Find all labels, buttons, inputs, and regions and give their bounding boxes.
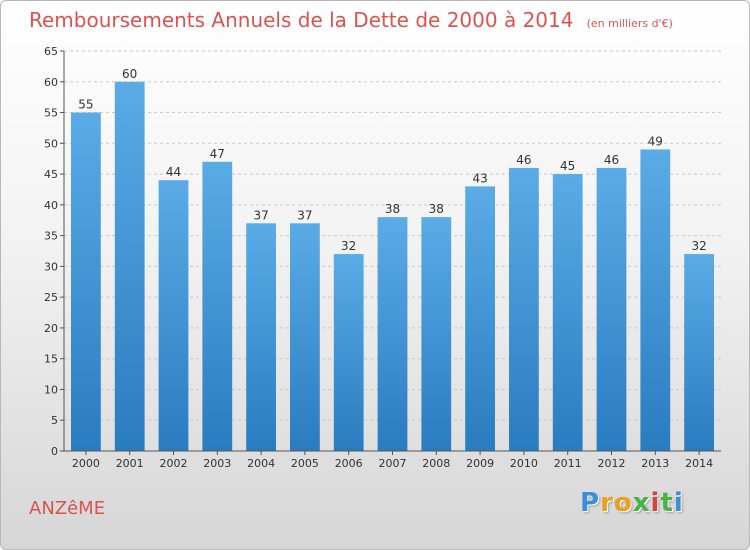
y-tick-label: 45 (44, 168, 58, 181)
x-tick-label: 2009 (466, 457, 494, 470)
bar-2013 (640, 149, 671, 451)
logo-letter: x (632, 488, 651, 518)
y-tick-label: 25 (44, 291, 58, 304)
data-label: 47 (210, 147, 225, 161)
bar-2010 (509, 167, 539, 451)
data-label: 45 (560, 159, 575, 173)
data-label: 55 (78, 98, 93, 112)
x-tick-label: 2010 (510, 457, 538, 470)
logo-letter: r (600, 488, 614, 518)
bar-2005 (290, 223, 320, 451)
commune-name: ANZêME (29, 498, 106, 519)
labels-layer: 55 60 44 47 37 37 32 38 38 43 46 45 46 49 32 (78, 67, 706, 253)
logo-letter: i (673, 488, 684, 518)
data-label: 32 (691, 239, 706, 253)
y-tick-label: 35 (44, 230, 58, 243)
chart-subtitle: (en milliers d'€) (586, 17, 673, 30)
x-tick-label: 2013 (641, 457, 669, 470)
bar-2008 (421, 217, 452, 451)
data-label: 37 (297, 208, 312, 222)
bar-2007 (377, 217, 408, 451)
y-tick-label: 10 (44, 383, 58, 396)
y-tick-label: 0 (51, 445, 58, 458)
x-tick-label: 2005 (291, 457, 319, 470)
bar-2011 (552, 174, 583, 452)
logo-letter: o (613, 488, 633, 518)
proxiti-logo[interactable]: Proxiti (580, 488, 684, 518)
bar-2000 (71, 112, 101, 452)
y-tick-label: 20 (44, 322, 58, 335)
data-label: 46 (604, 153, 619, 167)
x-tick-label: 2004 (247, 457, 275, 470)
bar-2009 (465, 186, 495, 451)
x-tick-label: 2007 (379, 457, 407, 470)
x-tick-label: 2000 (72, 457, 100, 470)
axis-layer: 0 5 10 15 20 25 30 35 40 45 50 55 60 65 2000 2001 2002 20… (44, 45, 721, 470)
x-tick-label: 2012 (598, 457, 626, 470)
y-tick-label: 50 (44, 137, 58, 150)
x-tick-label: 2002 (160, 457, 188, 470)
data-label: 38 (385, 202, 400, 216)
data-label: 46 (516, 153, 531, 167)
data-label: 43 (472, 171, 487, 185)
bar-2001 (114, 81, 145, 452)
data-label: 38 (429, 202, 444, 216)
x-tick-label: 2011 (554, 457, 582, 470)
logo-letter: t (660, 488, 674, 518)
bar-2012 (596, 167, 627, 451)
y-tick-label: 15 (44, 353, 58, 366)
bar-2002 (158, 180, 189, 451)
data-label: 32 (341, 239, 356, 253)
bar-2004 (246, 223, 276, 451)
chart-title: Remboursements Annuels de la Dette de 20… (29, 8, 574, 32)
bar-2006 (333, 254, 364, 451)
y-tick-label: 60 (44, 76, 58, 89)
title-row: Remboursements Annuels de la Dette de 20… (29, 8, 673, 32)
data-label: 49 (648, 134, 663, 148)
y-tick-label: 65 (44, 45, 58, 58)
x-tick-label: 2014 (685, 457, 713, 470)
bars-layer (71, 81, 714, 452)
y-tick-label: 40 (44, 199, 58, 212)
data-label: 37 (253, 208, 268, 222)
x-tick-label: 2006 (335, 457, 363, 470)
bar-2014 (684, 254, 714, 451)
x-tick-label: 2008 (422, 457, 450, 470)
y-tick-label: 5 (51, 414, 58, 427)
data-label: 44 (166, 165, 181, 179)
y-tick-label: 55 (44, 107, 58, 120)
data-label: 60 (122, 67, 137, 81)
y-tick-label: 30 (44, 260, 58, 273)
x-tick-label: 2003 (203, 457, 231, 470)
logo-letter: i (650, 488, 661, 518)
logo-letter: P (580, 488, 601, 518)
bar-2003 (202, 161, 233, 451)
x-tick-label: 2001 (116, 457, 144, 470)
